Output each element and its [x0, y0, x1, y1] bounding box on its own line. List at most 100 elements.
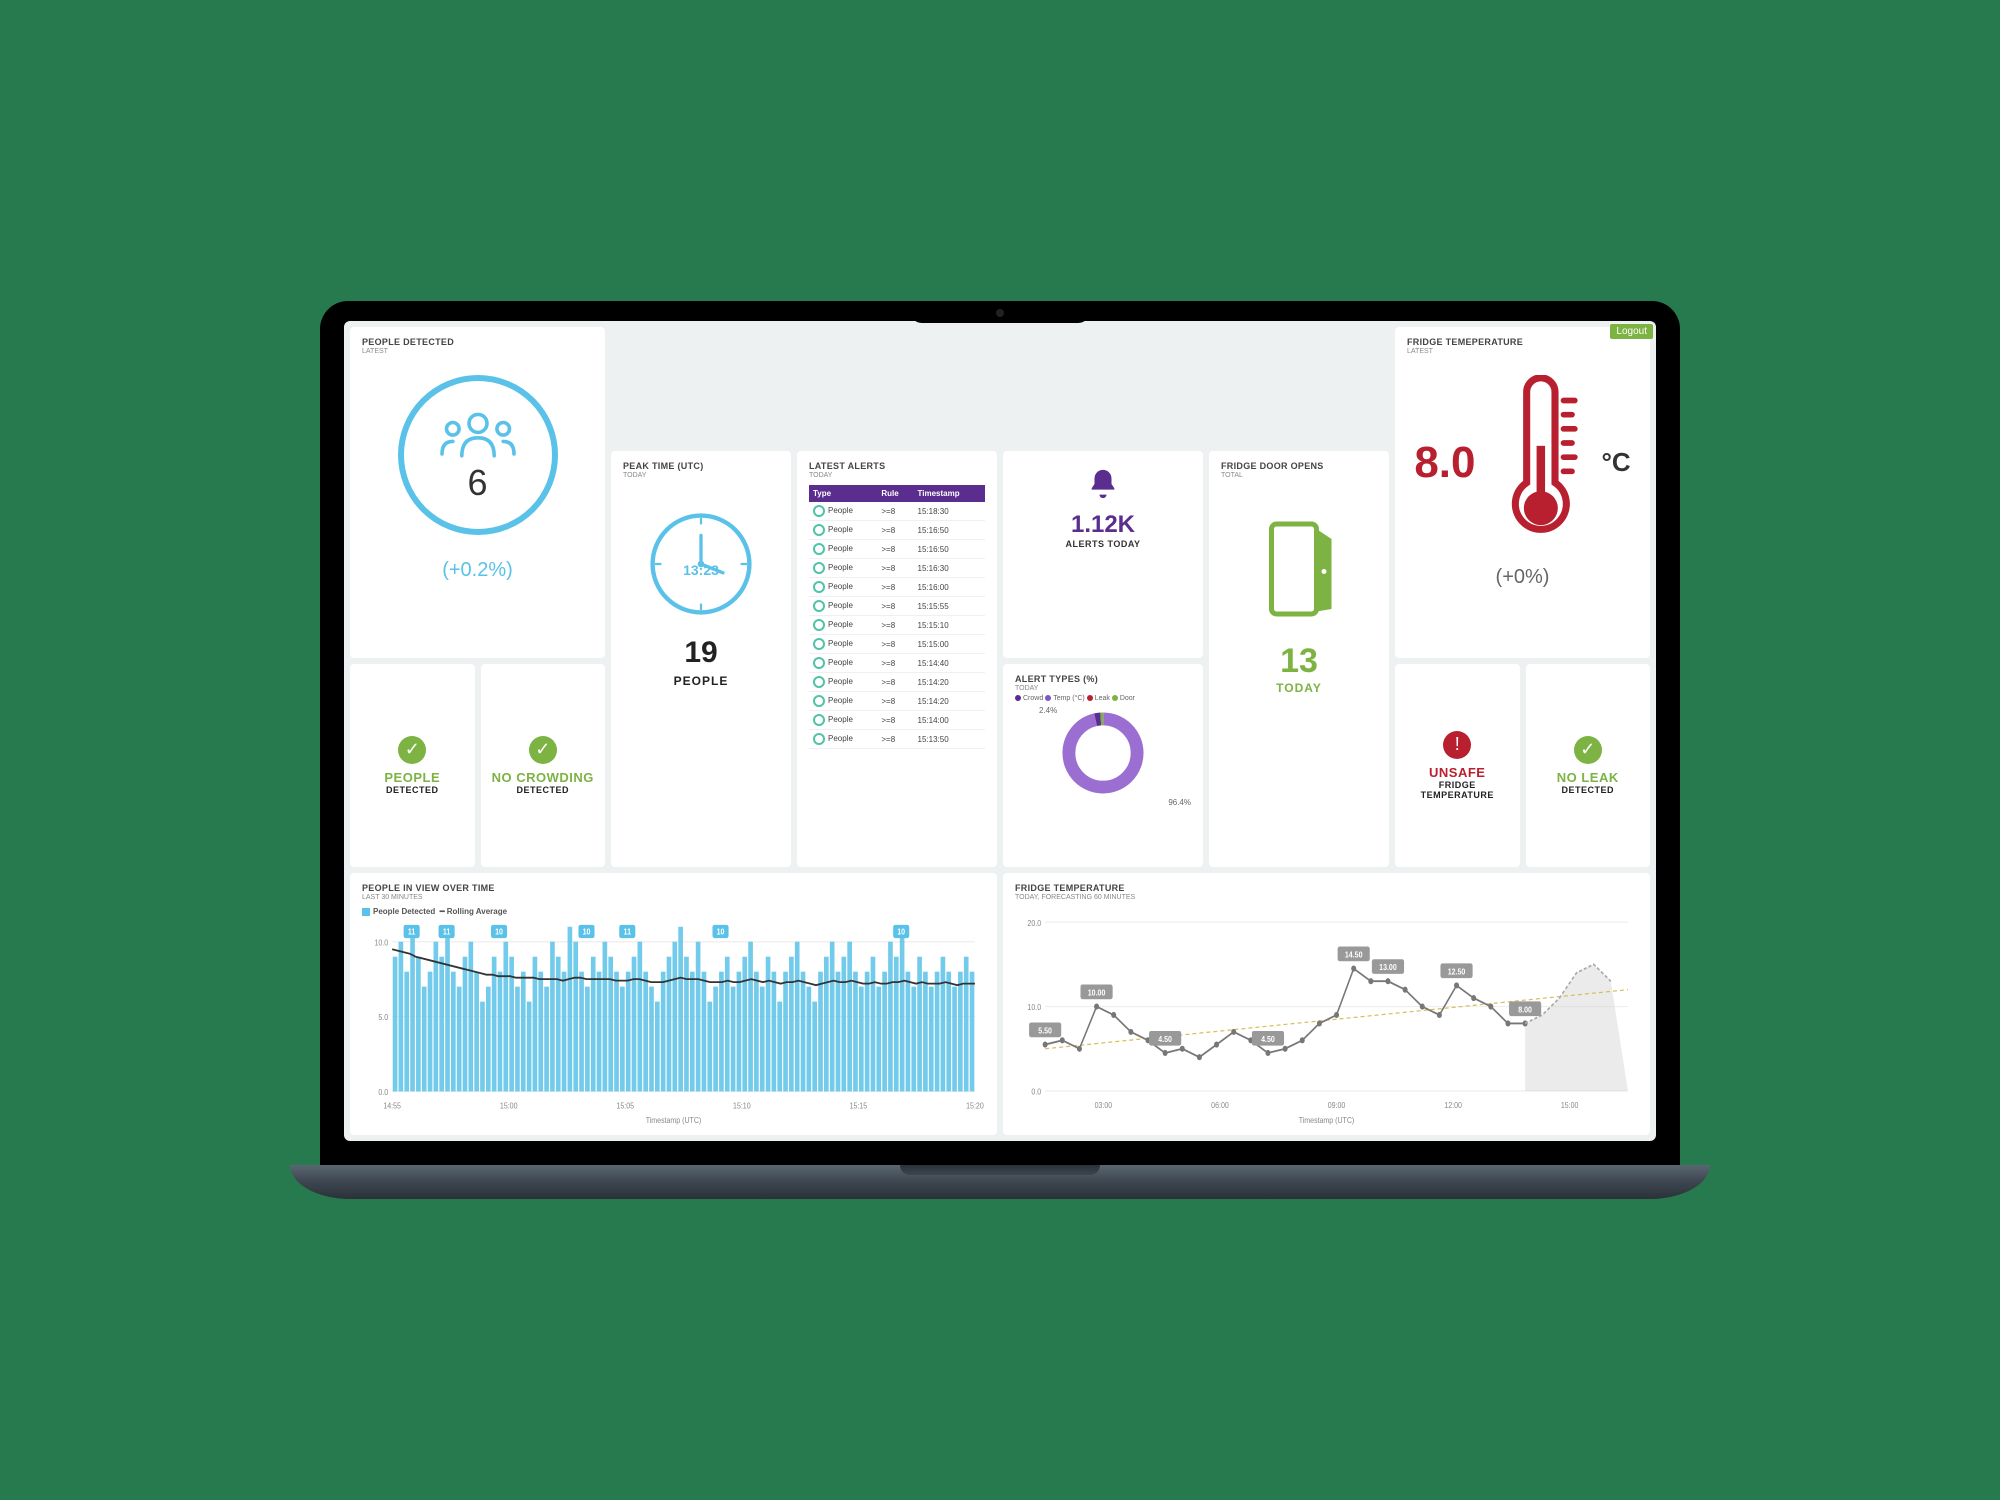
svg-text:10.0: 10.0 — [1027, 1002, 1041, 1012]
people-circle-icon: 6 — [398, 375, 558, 535]
svg-text:03:00: 03:00 — [1095, 1100, 1113, 1110]
card-title: ALERT TYPES (%) — [1015, 674, 1191, 684]
table-row[interactable]: People>=815:16:30 — [809, 559, 985, 578]
svg-text:11: 11 — [443, 927, 451, 937]
svg-text:15:10: 15:10 — [733, 1100, 751, 1110]
svg-text:5.0: 5.0 — [378, 1012, 388, 1022]
table-row[interactable]: People>=815:16:50 — [809, 540, 985, 559]
donut-chart: 2.4% — [1015, 708, 1191, 798]
svg-text:0.0: 0.0 — [378, 1087, 388, 1097]
alert-types-card: ALERT TYPES (%) TODAY Crowd Temp (°C) Le… — [1003, 664, 1203, 867]
table-header: Timestamp — [914, 485, 985, 502]
people-over-time-chart: PEOPLE IN VIEW OVER TIME LAST 30 MINUTES… — [350, 873, 997, 1135]
table-row[interactable]: People>=815:18:30 — [809, 502, 985, 521]
card-title: FRIDGE DOOR OPENS — [1221, 461, 1324, 471]
bell-icon — [1086, 467, 1120, 509]
status-sub: DETECTED — [516, 785, 569, 795]
svg-text:15:00: 15:00 — [1561, 1100, 1579, 1110]
svg-text:Timestamp (UTC): Timestamp (UTC) — [646, 1115, 702, 1125]
svg-text:12.50: 12.50 — [1448, 967, 1466, 977]
donut-label: 96.4% — [1168, 798, 1191, 807]
table-row[interactable]: People>=815:15:55 — [809, 597, 985, 616]
dashboard-screen: Logout PEOPLE DETECTED LATEST — [344, 321, 1656, 1141]
door-label: TODAY — [1276, 681, 1322, 695]
table-row[interactable]: People>=815:16:00 — [809, 578, 985, 597]
card-subtitle: TODAY, FORECASTING 60 MINUTES — [1015, 894, 1638, 901]
table-row[interactable]: People>=815:16:50 — [809, 521, 985, 540]
table-row[interactable]: People>=815:14:20 — [809, 692, 985, 711]
svg-text:10: 10 — [583, 927, 591, 937]
table-row[interactable]: People>=815:14:20 — [809, 673, 985, 692]
svg-text:10: 10 — [897, 927, 905, 937]
logout-button[interactable]: Logout — [1610, 324, 1653, 339]
svg-text:10: 10 — [717, 927, 725, 937]
table-row[interactable]: People>=815:14:40 — [809, 654, 985, 673]
card-subtitle: TODAY — [623, 472, 704, 479]
card-title: PEAK TIME (UTC) — [623, 461, 704, 471]
check-icon: ✓ — [1574, 736, 1602, 764]
svg-text:10: 10 — [495, 927, 503, 937]
table-header: Type — [809, 485, 877, 502]
svg-text:0.0: 0.0 — [1031, 1087, 1041, 1097]
svg-text:Timestamp (UTC): Timestamp (UTC) — [1299, 1115, 1355, 1125]
svg-text:14:55: 14:55 — [383, 1100, 401, 1110]
status-people-detected: ✓ PEOPLE DETECTED — [350, 664, 475, 867]
table-row[interactable]: People>=815:14:00 — [809, 711, 985, 730]
fridge-temp-chart: FRIDGE TEMPERATURE TODAY, FORECASTING 60… — [1003, 873, 1650, 1135]
status-main: UNSAFE — [1429, 765, 1485, 780]
alert-types-legend: Crowd Temp (°C) Leak Door — [1015, 695, 1191, 702]
svg-text:15:20: 15:20 — [966, 1100, 984, 1110]
door-count: 13 — [1280, 642, 1318, 681]
chart-legend: People Detected ━ Rolling Average — [362, 907, 985, 916]
status-sub: DETECTED — [1561, 785, 1614, 795]
alerts-label: ALERTS TODAY — [1065, 539, 1140, 549]
table-row[interactable]: People>=815:13:50 — [809, 730, 985, 749]
status-main: PEOPLE — [384, 770, 440, 785]
fridge-temp-card: FRIDGE TEMEPERATURE LATEST 8.0 — [1395, 327, 1650, 658]
laptop-base — [290, 1165, 1710, 1199]
svg-text:5.50: 5.50 — [1038, 1026, 1052, 1036]
laptop-mockup: Logout PEOPLE DETECTED LATEST — [320, 301, 1680, 1199]
svg-text:8.00: 8.00 — [1518, 1005, 1532, 1015]
donut-label: 2.4% — [1039, 706, 1057, 715]
svg-text:12:00: 12:00 — [1444, 1100, 1462, 1110]
card-subtitle: LATEST — [1407, 348, 1523, 355]
status-no-leak: ✓ NO LEAK DETECTED — [1526, 664, 1651, 867]
status-sub: FRIDGE TEMPERATURE — [1403, 780, 1512, 800]
peak-time-card: PEAK TIME (UTC) TODAY — [611, 451, 791, 866]
svg-text:4.50: 4.50 — [1261, 1034, 1275, 1044]
temp-delta: (+0%) — [1496, 566, 1550, 589]
status-main: NO LEAK — [1557, 770, 1619, 785]
peak-label: PEOPLE — [674, 674, 729, 688]
svg-text:11: 11 — [624, 927, 632, 937]
people-count: 6 — [467, 462, 487, 504]
svg-text:10.0: 10.0 — [374, 938, 388, 948]
table-row[interactable]: People>=815:15:10 — [809, 616, 985, 635]
people-detected-card: PEOPLE DETECTED LATEST — [350, 327, 605, 658]
svg-text:15:05: 15:05 — [616, 1100, 634, 1110]
peak-time-value: 13:23 — [683, 562, 719, 578]
alerts-today-card: 1.12K ALERTS TODAY — [1003, 451, 1203, 657]
check-icon: ✓ — [529, 736, 557, 764]
alerts-count: 1.12K — [1071, 511, 1135, 539]
status-unsafe-temp: ! UNSAFE FRIDGE TEMPERATURE — [1395, 664, 1520, 867]
temp-unit: °C — [1601, 447, 1630, 478]
status-sub: DETECTED — [386, 785, 439, 795]
svg-text:4.50: 4.50 — [1158, 1034, 1172, 1044]
card-subtitle: LAST 30 MINUTES — [362, 894, 985, 901]
svg-text:13.00: 13.00 — [1379, 962, 1397, 972]
card-subtitle: TODAY — [809, 472, 985, 479]
svg-text:15:15: 15:15 — [850, 1100, 868, 1110]
card-title: PEOPLE IN VIEW OVER TIME — [362, 883, 985, 893]
svg-text:06:00: 06:00 — [1211, 1100, 1229, 1110]
status-no-crowding: ✓ NO CROWDING DETECTED — [481, 664, 606, 867]
laptop-notch — [910, 301, 1090, 323]
peak-count: 19 — [684, 636, 717, 670]
thermometer-icon — [1493, 375, 1583, 550]
table-row[interactable]: People>=815:15:00 — [809, 635, 985, 654]
card-title: LATEST ALERTS — [809, 461, 985, 471]
svg-text:10.00: 10.00 — [1088, 988, 1106, 998]
door-icon — [1259, 519, 1339, 624]
alert-icon: ! — [1443, 731, 1471, 759]
people-delta: (+0.2%) — [442, 559, 513, 582]
